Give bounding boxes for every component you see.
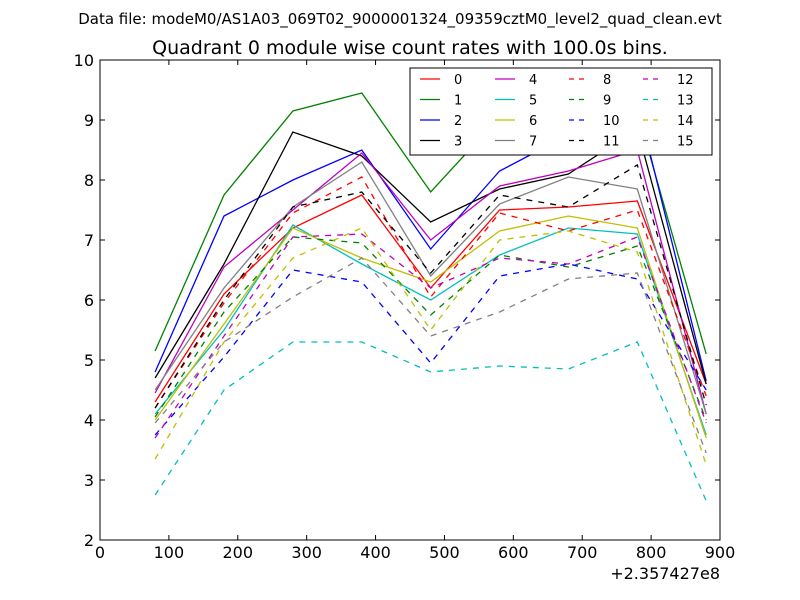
y-tick-label: 10	[74, 51, 94, 70]
legend-label-11: 11	[603, 135, 620, 150]
x-tick-label: 800	[636, 543, 667, 562]
y-tick-label: 9	[84, 111, 94, 130]
legend-label-9: 9	[603, 94, 611, 109]
x-tick-label: 100	[154, 543, 185, 562]
y-tick-label: 6	[84, 291, 94, 310]
y-tick-label: 3	[84, 471, 94, 490]
series-line-9	[154, 236, 707, 421]
legend-label-1: 1	[454, 94, 462, 109]
legend-label-6: 6	[529, 114, 537, 129]
x-offset-label: +2.357427e8	[610, 564, 720, 583]
legend-label-0: 0	[454, 73, 462, 88]
x-tick-label: 200	[223, 543, 254, 562]
y-tick-label: 8	[84, 171, 94, 190]
legend-label-2: 2	[454, 114, 462, 129]
x-tick-label: 700	[567, 543, 598, 562]
y-tick-label: 7	[84, 231, 94, 250]
series-line-10	[154, 263, 707, 436]
series-line-15	[154, 257, 707, 454]
legend-label-13: 13	[677, 94, 694, 109]
legend-label-14: 14	[677, 114, 694, 129]
x-tick-label: 500	[429, 543, 460, 562]
series-line-13	[154, 341, 707, 502]
legend-label-4: 4	[529, 73, 537, 88]
legend-label-15: 15	[677, 135, 694, 150]
series-line-11	[154, 164, 707, 409]
legend-box	[409, 67, 713, 156]
legend-label-8: 8	[603, 73, 611, 88]
series-layer	[154, 92, 707, 502]
y-tick-label: 5	[84, 351, 94, 370]
series-line-6	[154, 215, 707, 439]
legend-label-3: 3	[454, 135, 462, 150]
series-line-8	[154, 176, 707, 409]
series-line-12	[154, 233, 707, 439]
legend-label-10: 10	[603, 114, 620, 129]
series-line-7	[154, 161, 707, 415]
chart-suptitle: Data file: modeM0/AS1A03_069T02_90000013…	[78, 10, 722, 29]
series-line-14	[154, 227, 707, 466]
x-tick-label: 600	[498, 543, 529, 562]
legend-label-7: 7	[529, 135, 537, 150]
x-tick-label: 0	[95, 543, 105, 562]
series-line-5	[154, 224, 707, 436]
x-tick-label: 900	[705, 543, 736, 562]
series-line-3	[154, 127, 707, 385]
y-tick-label: 2	[84, 531, 94, 550]
legend-label-12: 12	[677, 73, 694, 88]
legend-label-5: 5	[529, 94, 537, 109]
y-tick-label: 4	[84, 411, 94, 430]
series-line-4	[154, 149, 707, 415]
x-tick-label: 300	[291, 543, 322, 562]
x-tick-label: 400	[360, 543, 391, 562]
chart-title: Quadrant 0 module wise count rates with …	[152, 37, 668, 59]
